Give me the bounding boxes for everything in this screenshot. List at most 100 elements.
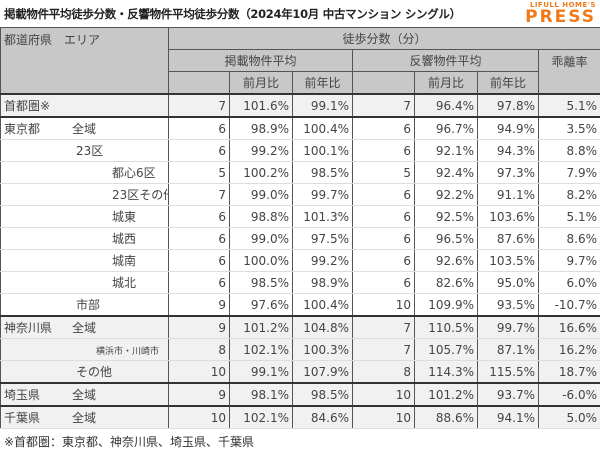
inq-mom-cell: 110.5% bbox=[414, 315, 478, 339]
listed-mom-cell: 99.2% bbox=[229, 139, 293, 162]
table-row: 首都圏※ 7 101.6% 99.1% 7 96.4% 97.8% 5.1% bbox=[0, 93, 600, 118]
area-cell: 千葉県 全域 bbox=[0, 405, 169, 429]
listed-cell: 9 bbox=[168, 293, 230, 317]
div-cell: 3.5% bbox=[537, 116, 600, 140]
prefecture-label: 埼玉県 bbox=[4, 388, 41, 402]
div-cell: 5.1% bbox=[537, 93, 600, 118]
inq-mom-cell: 105.7% bbox=[414, 338, 478, 361]
listed-cell: 6 bbox=[168, 249, 230, 272]
header-blank bbox=[352, 71, 415, 95]
area-cell: 23区その他 bbox=[0, 183, 169, 206]
listed-yoy-cell: 99.7% bbox=[292, 183, 353, 206]
inq-mom-cell: 82.6% bbox=[414, 271, 478, 294]
area-label: その他 bbox=[76, 365, 113, 379]
inq-yoy-cell: 95.0% bbox=[477, 271, 539, 294]
inq-mom-cell: 92.4% bbox=[414, 161, 478, 184]
div-cell: 7.9% bbox=[537, 161, 600, 184]
listed-yoy-cell: 98.5% bbox=[292, 382, 353, 407]
inq-cell: 5 bbox=[352, 161, 415, 184]
area-cell: 埼玉県 全域 bbox=[0, 382, 169, 407]
area-label: 城東 bbox=[112, 210, 137, 224]
inq-yoy-cell: 94.1% bbox=[477, 405, 539, 429]
listed-mom-cell: 100.0% bbox=[229, 249, 293, 272]
inq-cell: 6 bbox=[352, 139, 415, 162]
area-cell: 都心6区 bbox=[0, 161, 169, 184]
listed-mom-cell: 97.6% bbox=[229, 293, 293, 317]
area-cell: 城北 bbox=[0, 271, 169, 294]
area-cell: 東京都 全域 bbox=[0, 116, 169, 140]
div-cell: 8.2% bbox=[537, 183, 600, 206]
listed-cell: 6 bbox=[168, 205, 230, 228]
listed-cell: 8 bbox=[168, 338, 230, 361]
inq-mom-cell: 92.1% bbox=[414, 139, 478, 162]
inq-mom-cell: 101.2% bbox=[414, 382, 478, 407]
page-title: 掲載物件平均徒歩分数・反響物件平均徒歩分数（2024年10月 中古マンション シ… bbox=[4, 7, 461, 21]
listed-mom-cell: 98.1% bbox=[229, 382, 293, 407]
area-label: 横浜市・川崎市 bbox=[96, 346, 160, 357]
header-listed-yoy: 前年比 bbox=[292, 71, 353, 95]
listed-cell: 10 bbox=[168, 360, 230, 384]
inq-yoy-cell: 93.7% bbox=[477, 382, 539, 407]
table-row: 横浜市・川崎市 8 102.1% 100.3% 7 105.7% 87.1% 16.2% bbox=[0, 338, 600, 361]
table-row: 神奈川県 全域 9 101.2% 104.8% 7 110.5% 99.7% 16.6% bbox=[0, 315, 600, 339]
table-row: 都心6区 5 100.2% 98.5% 5 92.4% 97.3% 7.9% bbox=[0, 161, 600, 184]
header-area: 都道府県 エリア bbox=[0, 27, 169, 95]
inq-mom-cell: 88.6% bbox=[414, 405, 478, 429]
table-row: 市部 9 97.6% 100.4% 10 109.9% 93.5% -10.7% bbox=[0, 293, 600, 317]
div-cell: -10.7% bbox=[537, 293, 600, 317]
div-cell: 5.1% bbox=[537, 205, 600, 228]
table-row: その他 10 99.1% 107.9% 8 114.3% 115.5% 18.7% bbox=[0, 360, 600, 384]
listed-cell: 6 bbox=[168, 227, 230, 250]
area-label: 全域 bbox=[72, 411, 97, 425]
prefecture-label: 神奈川県 bbox=[4, 321, 53, 335]
inq-cell: 6 bbox=[352, 227, 415, 250]
div-cell: 16.2% bbox=[537, 338, 600, 361]
inq-mom-cell: 92.5% bbox=[414, 205, 478, 228]
inq-yoy-cell: 94.3% bbox=[477, 139, 539, 162]
listed-yoy-cell: 100.4% bbox=[292, 116, 353, 140]
inq-cell: 10 bbox=[352, 382, 415, 407]
area-cell: 首都圏※ bbox=[0, 93, 169, 118]
listed-cell: 9 bbox=[168, 315, 230, 339]
table-row: 東京都 全域 6 98.9% 100.4% 6 96.7% 94.9% 3.5% bbox=[0, 116, 600, 140]
area-cell: 城西 bbox=[0, 227, 169, 250]
header-inquiry-mom: 前月比 bbox=[414, 71, 478, 95]
table-row: 千葉県 全域 10 102.1% 84.6% 10 88.6% 94.1% 5.0% bbox=[0, 405, 600, 429]
area-label: 全域 bbox=[72, 122, 97, 136]
inq-yoy-cell: 91.1% bbox=[477, 183, 539, 206]
header-inquiry-avg: 反響物件平均 bbox=[352, 49, 539, 72]
inq-mom-cell: 114.3% bbox=[414, 360, 478, 384]
area-label: 都心6区 bbox=[112, 166, 156, 180]
inq-mom-cell: 92.6% bbox=[414, 249, 478, 272]
inq-yoy-cell: 97.8% bbox=[477, 93, 539, 118]
table-row: 城北 6 98.5% 98.9% 6 82.6% 95.0% 6.0% bbox=[0, 271, 600, 294]
area-label: 全域 bbox=[72, 321, 97, 335]
listed-cell: 6 bbox=[168, 116, 230, 140]
listed-mom-cell: 101.2% bbox=[229, 315, 293, 339]
inq-cell: 6 bbox=[352, 205, 415, 228]
listed-yoy-cell: 104.8% bbox=[292, 315, 353, 339]
listed-yoy-cell: 84.6% bbox=[292, 405, 353, 429]
div-cell: 16.6% bbox=[537, 315, 600, 339]
listed-yoy-cell: 98.5% bbox=[292, 161, 353, 184]
listed-mom-cell: 99.1% bbox=[229, 360, 293, 384]
footnote: ※首都圏：東京都、神奈川県、埼玉県、千葉県 bbox=[4, 435, 255, 449]
div-cell: 5.0% bbox=[537, 405, 600, 429]
listed-mom-cell: 98.9% bbox=[229, 116, 293, 140]
inq-cell: 7 bbox=[352, 338, 415, 361]
listed-mom-cell: 98.8% bbox=[229, 205, 293, 228]
header-walk-minutes: 徒歩分数（分） bbox=[167, 27, 600, 50]
listed-mom-cell: 100.2% bbox=[229, 161, 293, 184]
inq-yoy-cell: 97.3% bbox=[477, 161, 539, 184]
inq-yoy-cell: 103.6% bbox=[477, 205, 539, 228]
area-label: 23区 bbox=[76, 144, 104, 158]
prefecture-label: 千葉県 bbox=[4, 411, 41, 425]
logo-line2: PRESS bbox=[525, 7, 596, 27]
area-cell: 神奈川県 全域 bbox=[0, 315, 169, 339]
inq-cell: 7 bbox=[352, 315, 415, 339]
area-cell: 23区 bbox=[0, 139, 169, 162]
inq-yoy-cell: 87.1% bbox=[477, 338, 539, 361]
listed-yoy-cell: 100.3% bbox=[292, 338, 353, 361]
area-cell: 市部 bbox=[0, 293, 169, 317]
listed-yoy-cell: 98.9% bbox=[292, 271, 353, 294]
